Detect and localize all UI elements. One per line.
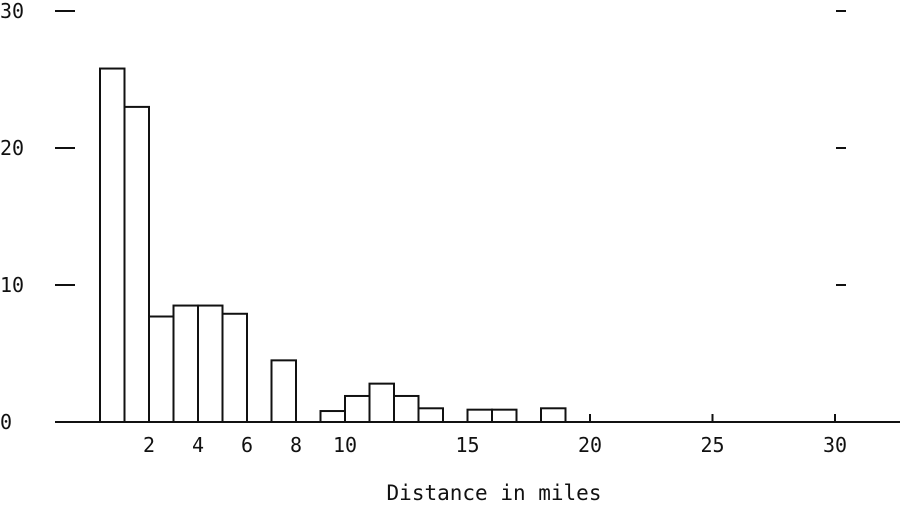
x-tick-label: 15 [455,433,479,457]
histogram-bar [99,67,126,423]
x-axis-title: Distance in miles [387,481,602,505]
histogram-bar [466,408,493,424]
x-tick-label: 8 [290,433,302,457]
x-tick-label: 20 [578,433,602,457]
histogram-bar [368,382,395,424]
x-tick-label: 4 [192,433,204,457]
y-tick-label: 30 [0,0,24,23]
y-tick-label: 0 [0,410,12,434]
histogram-bar [491,408,518,424]
y-tick-label: 10 [0,273,24,297]
histogram-bar [172,304,199,423]
x-tick-label: 2 [143,433,155,457]
histogram-bar [540,407,567,423]
x-tick-label: 25 [700,433,724,457]
x-tick-label: 6 [241,433,253,457]
y-tick-label: 20 [0,136,24,160]
histogram-bar [221,312,248,423]
histogram-bar [393,394,420,424]
histogram-bar [197,304,224,423]
histogram-bar [319,410,346,424]
histogram-bar [123,105,150,424]
histogram-bar [148,315,175,424]
histogram-bar [270,359,297,424]
x-tick-label: 10 [333,433,357,457]
x-tick-label: 30 [823,433,847,457]
histogram-bar [344,394,371,424]
histogram-bar [417,407,444,423]
